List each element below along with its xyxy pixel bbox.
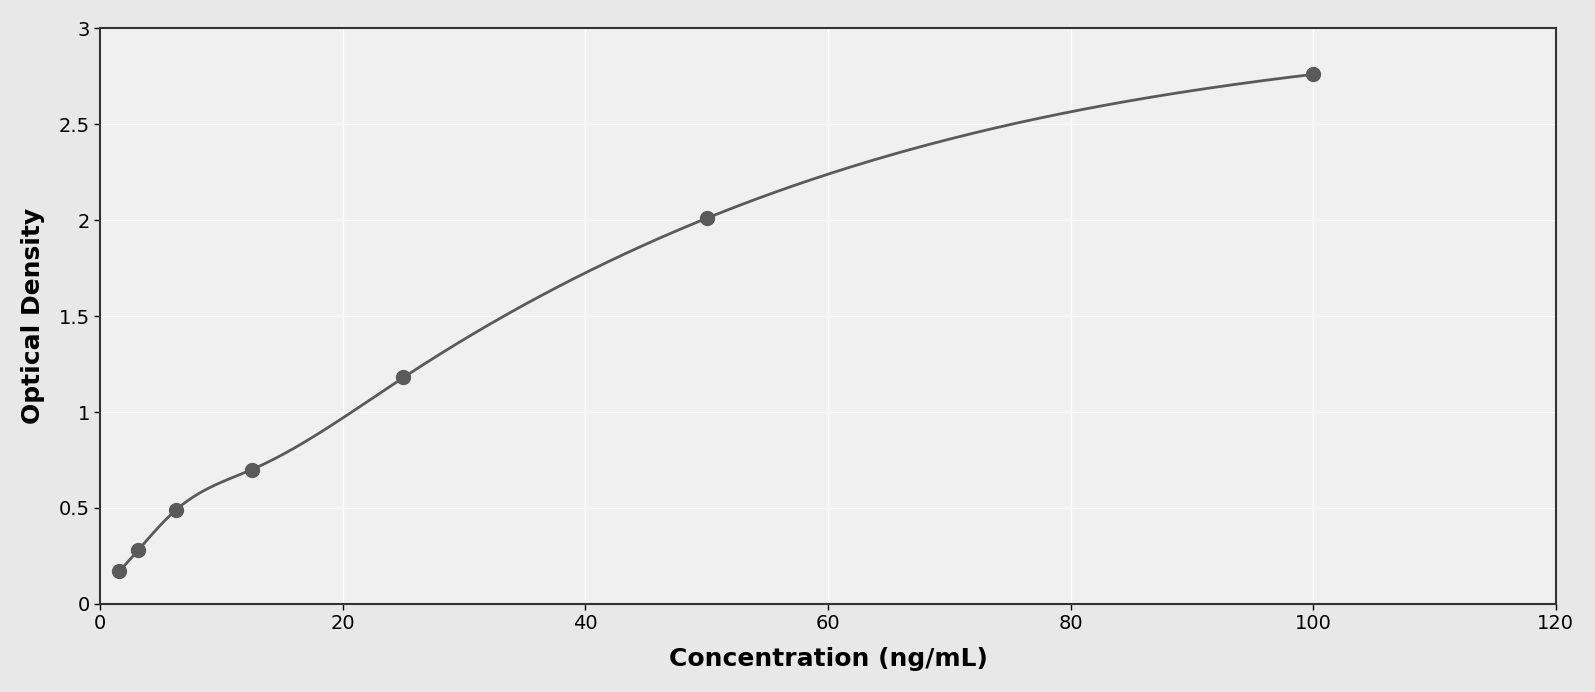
Point [163,504,188,516]
Point [107,566,132,577]
Point [239,464,265,475]
X-axis label: Concentration (ng/mL): Concentration (ng/mL) [668,647,987,671]
Y-axis label: Optical Density: Optical Density [21,208,45,424]
Point [126,545,152,556]
Point [694,212,719,224]
Point [1300,69,1325,80]
Point [391,372,416,383]
